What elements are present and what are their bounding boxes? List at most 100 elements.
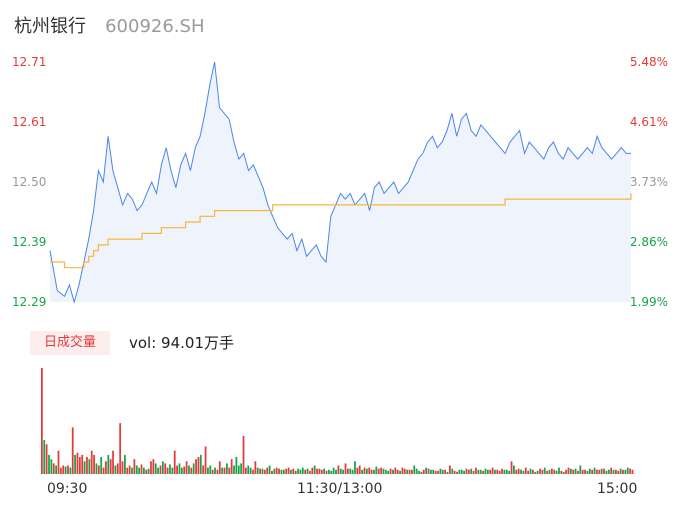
volume-readout: vol: 94.01万手 bbox=[129, 334, 234, 352]
volume-bar bbox=[287, 467, 290, 474]
stock-code: 600926.SH bbox=[105, 16, 205, 37]
volume-bar bbox=[572, 469, 575, 474]
stock-name: 杭州银行 bbox=[14, 16, 86, 37]
volume-bar bbox=[330, 470, 333, 474]
volume-bar bbox=[161, 461, 164, 474]
volume-bar bbox=[346, 468, 349, 474]
price-line bbox=[49, 61, 631, 304]
volume-bar bbox=[157, 467, 159, 474]
volume-bar bbox=[527, 470, 530, 474]
volume-bar bbox=[460, 469, 463, 474]
volume-bar bbox=[470, 468, 473, 474]
volume-bar bbox=[505, 469, 508, 474]
average-line bbox=[50, 193, 632, 269]
volume-bar bbox=[529, 468, 532, 474]
volume-bar bbox=[109, 459, 112, 474]
volume-bar bbox=[406, 469, 409, 474]
volume-bar bbox=[626, 467, 629, 474]
volume-bar bbox=[211, 469, 214, 474]
volume-bar bbox=[356, 467, 359, 474]
volume-bar bbox=[524, 467, 527, 474]
y-left-tick: 12.39 bbox=[12, 235, 47, 249]
volume-bar bbox=[351, 469, 354, 474]
volume-bar bbox=[598, 469, 601, 474]
volume-bar bbox=[242, 435, 245, 474]
volume-bar bbox=[489, 469, 492, 474]
volume-bar bbox=[539, 468, 541, 474]
volume-bar bbox=[328, 469, 330, 474]
volume-bar bbox=[143, 467, 145, 474]
volume-bar bbox=[173, 450, 176, 474]
volume-bar bbox=[169, 464, 171, 474]
volume-bar bbox=[484, 468, 487, 474]
volume-bar bbox=[522, 470, 525, 474]
volume-bar bbox=[81, 454, 84, 474]
price-area bbox=[50, 62, 631, 302]
volume-bar bbox=[384, 469, 387, 474]
volume-bar bbox=[183, 466, 186, 474]
volume-badge[interactable]: 日成交量 bbox=[30, 331, 110, 355]
volume-bar bbox=[415, 468, 418, 474]
volume-bar bbox=[266, 467, 269, 474]
volume-bar bbox=[214, 467, 216, 474]
volume-bar bbox=[116, 463, 119, 474]
volume-bar bbox=[280, 469, 283, 474]
volume-bar bbox=[268, 465, 271, 474]
volume-bar bbox=[380, 467, 382, 474]
volume-bar bbox=[52, 463, 55, 474]
volume-bar bbox=[558, 467, 560, 474]
volume-bar bbox=[453, 470, 456, 474]
volume-bar bbox=[309, 470, 311, 474]
volume-bar bbox=[548, 469, 551, 474]
volume-bar bbox=[422, 469, 425, 474]
volume-bar bbox=[301, 467, 304, 474]
volume-bar bbox=[491, 467, 494, 474]
volume-bar bbox=[55, 465, 57, 474]
volume-bar bbox=[439, 468, 442, 474]
volume-bar bbox=[102, 467, 105, 474]
volume-bar bbox=[363, 467, 366, 474]
volume-bar bbox=[482, 470, 484, 474]
volume-bar bbox=[290, 469, 292, 474]
volume-bar bbox=[399, 470, 401, 474]
volume-bar bbox=[263, 469, 266, 474]
volume-bar bbox=[48, 454, 50, 474]
volume-bar bbox=[180, 467, 183, 474]
volume-bar bbox=[437, 470, 439, 474]
volume-bar bbox=[154, 463, 157, 474]
volume-bar bbox=[593, 467, 596, 474]
volume-bar bbox=[316, 468, 318, 474]
volume-bar bbox=[501, 468, 503, 474]
volume-bar bbox=[503, 469, 506, 474]
y-right-tick: 3.73% bbox=[629, 175, 668, 189]
volume-bar bbox=[387, 470, 390, 474]
volume-bar bbox=[629, 468, 632, 474]
volume-bar bbox=[282, 469, 285, 474]
volume-bar bbox=[520, 469, 522, 474]
volume-bar bbox=[401, 467, 404, 474]
volume-bar bbox=[304, 469, 307, 474]
volume-bar bbox=[550, 468, 553, 474]
volume-bar bbox=[605, 470, 608, 474]
volume-bar bbox=[408, 469, 411, 474]
volume-bar bbox=[615, 469, 617, 474]
volume-bar bbox=[382, 468, 385, 474]
volume-bar bbox=[105, 461, 107, 474]
volume-bar bbox=[223, 467, 226, 474]
volume-bar bbox=[226, 463, 228, 474]
volume-bar bbox=[361, 469, 363, 474]
volume-bar bbox=[546, 470, 549, 474]
volume-bar bbox=[377, 468, 380, 474]
volume-bar bbox=[375, 466, 378, 474]
volume-bar bbox=[209, 465, 212, 474]
volume-bar bbox=[596, 469, 598, 474]
volume-bar bbox=[114, 465, 117, 474]
volume-bar bbox=[107, 454, 110, 474]
volume-bar bbox=[588, 468, 591, 474]
volume-bar bbox=[432, 469, 435, 474]
volume-bar bbox=[607, 469, 610, 474]
volume-bar bbox=[562, 471, 565, 474]
volume-bar bbox=[86, 457, 88, 474]
volume-bar bbox=[515, 469, 518, 474]
volume-bar bbox=[112, 450, 114, 474]
